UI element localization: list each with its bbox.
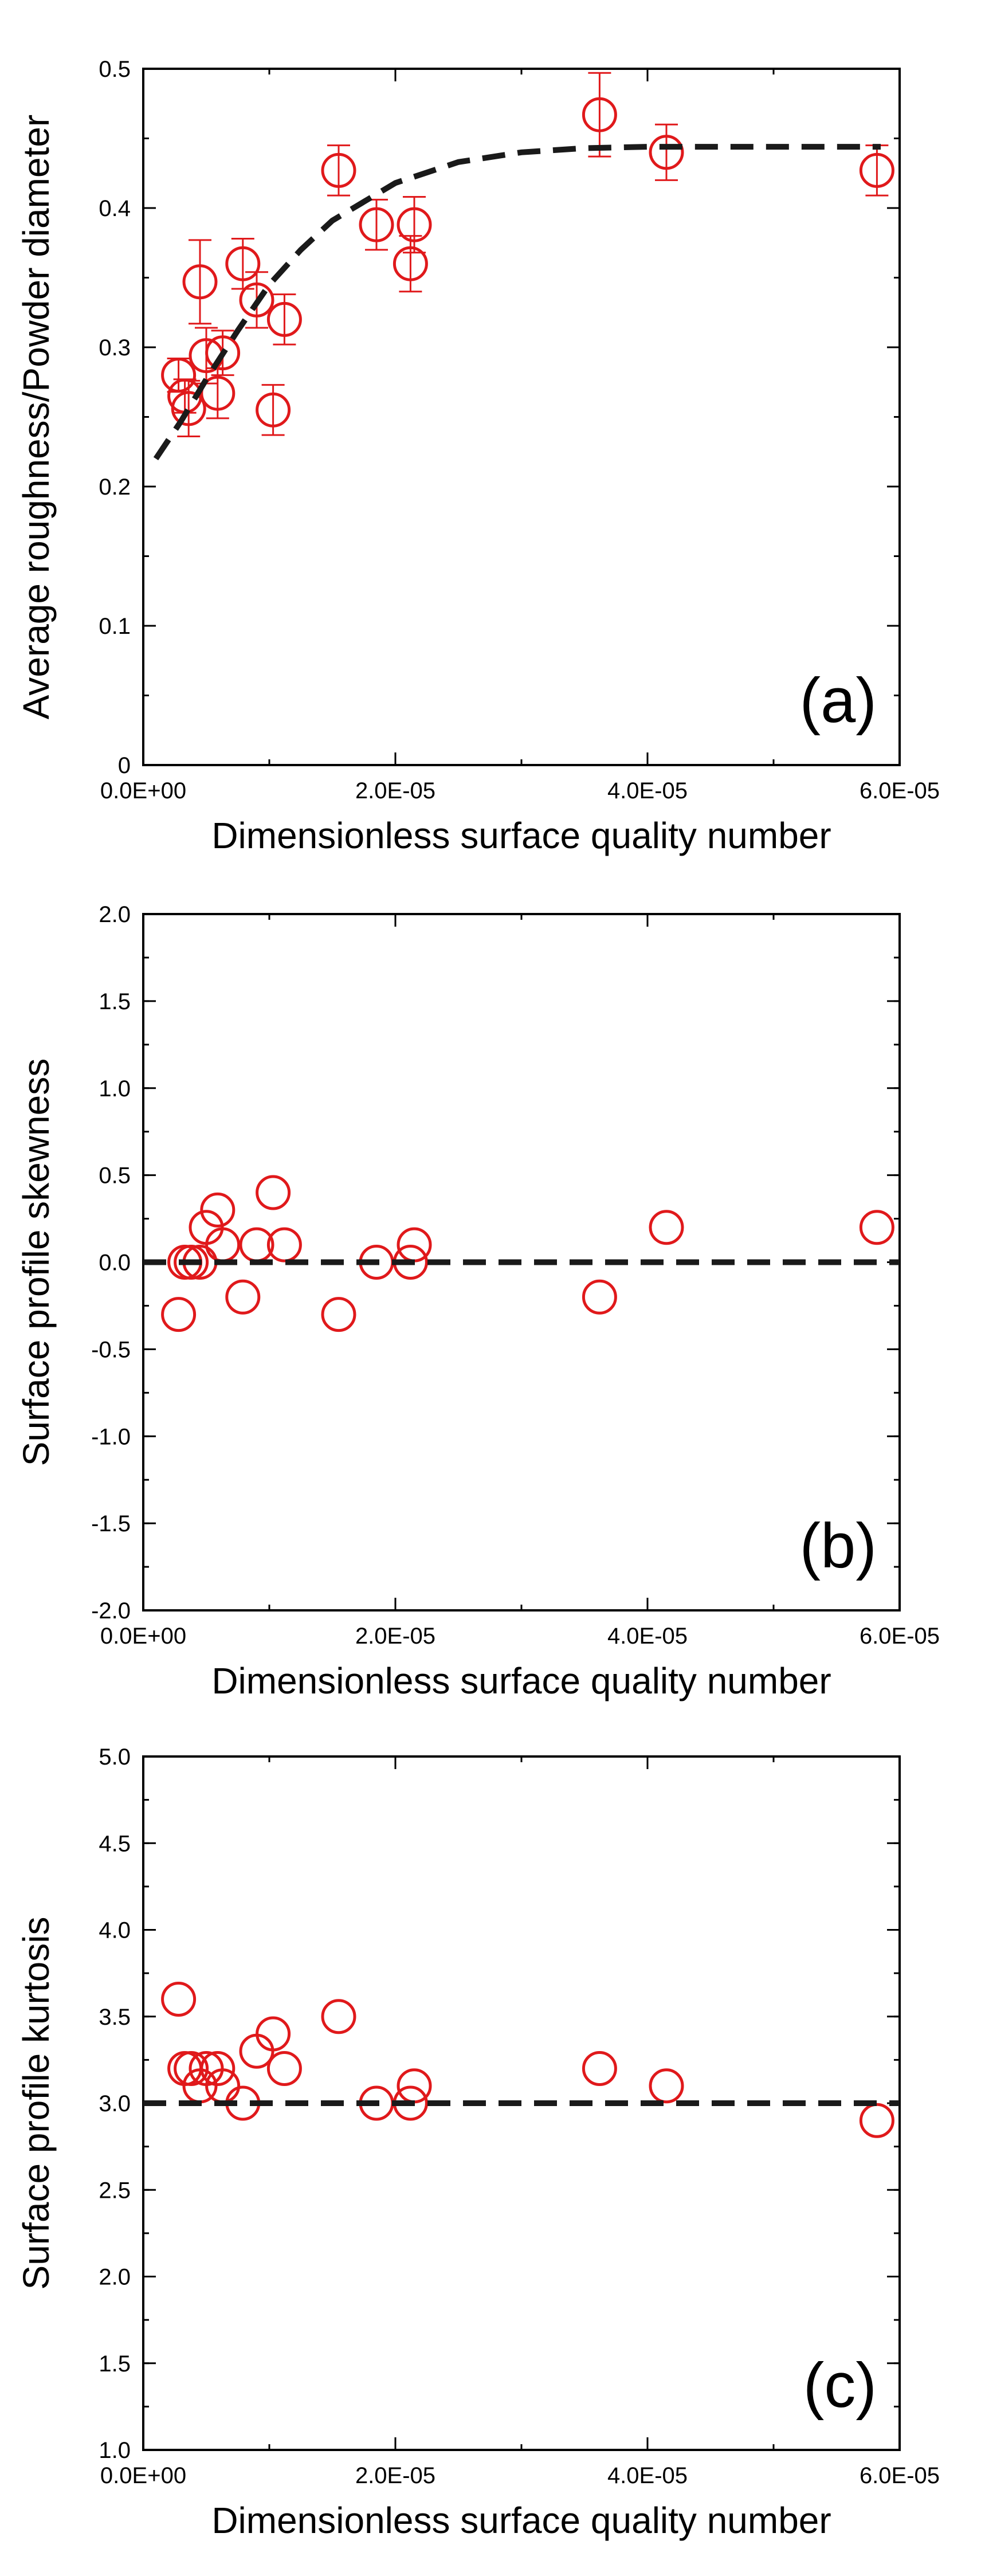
x-tick-label: 4.0E-05: [607, 1624, 688, 1649]
y-tick-label: 0.4: [99, 196, 131, 221]
x-tick-label: 6.0E-05: [860, 2463, 940, 2488]
data-point: [161, 358, 197, 393]
y-tick-label: 4.5: [99, 1831, 131, 1856]
data-point: [649, 135, 684, 170]
data-point: [859, 1210, 894, 1245]
y-tick-label: 0.1: [99, 614, 131, 639]
x-tick-label: 0.0E+00: [100, 2463, 186, 2488]
x-tick-label: 0.0E+00: [100, 778, 186, 803]
y-tick-label: 0.5: [99, 1163, 131, 1189]
data-point: [859, 152, 894, 188]
y-tick-label: 2.5: [99, 2178, 131, 2203]
x-tick-label: 6.0E-05: [860, 1624, 940, 1649]
data-point: [200, 2051, 236, 2086]
chart-panel-b: 0.0E+00 2.0E-05 4.0E-05 6.0E-05 -2.0 -1.5 -1.0…: [15, 902, 940, 1701]
data-point: [256, 1175, 291, 1210]
data-point: [359, 207, 394, 242]
chart-panel-a: 0.0E+00 2.0E-05 4.0E-05 6.0E-05 0 0.1 0.2 0.3 0.…: [15, 57, 940, 856]
data-point: [174, 2051, 209, 2086]
x-tick-label: 6.0E-05: [860, 778, 940, 803]
y-tick-label: 2.0: [99, 902, 131, 927]
data-point: [161, 1297, 197, 1332]
y-axis-title: Surface profile skewness: [15, 1058, 57, 1466]
data-point: [200, 375, 236, 411]
y-tick-label: 1.0: [99, 1076, 131, 1101]
panel-label: (b): [800, 1511, 877, 1581]
data-point: [582, 97, 617, 132]
y-tick-label: 0.2: [99, 475, 131, 500]
data-point: [266, 2051, 302, 2086]
x-tick-label: 2.0E-05: [355, 1624, 435, 1649]
panel-label: (a): [800, 665, 877, 736]
data-point: [161, 1982, 197, 2017]
plot-frame: [142, 68, 901, 766]
data-point: [174, 1245, 209, 1280]
x-tick-label: 2.0E-05: [355, 778, 435, 803]
data-point: [266, 1227, 302, 1262]
data-point: [200, 1192, 236, 1228]
x-axis-title: Dimensionless surface quality number: [211, 815, 831, 856]
data-point: [582, 2051, 617, 2086]
y-tick-label: -1.5: [91, 1511, 131, 1536]
y-tick-label: 0.0: [99, 1250, 131, 1276]
y-tick-label: 3.0: [99, 2091, 131, 2116]
data-point: [393, 246, 428, 281]
x-tick-label: 4.0E-05: [607, 2463, 688, 2488]
x-axis-title: Dimensionless surface quality number: [211, 2500, 831, 2541]
y-tick-label: 0.5: [99, 57, 131, 82]
y-tick-label: 5.0: [99, 1744, 131, 1770]
x-axis-title: Dimensionless surface quality number: [211, 1660, 831, 1701]
y-tick-label: 1.0: [99, 2438, 131, 2463]
fit-curve: [153, 144, 881, 461]
x-tick-label: 2.0E-05: [355, 2463, 435, 2488]
x-tick-label: 0.0E+00: [100, 1624, 186, 1649]
y-tick-label: -2.0: [91, 1598, 131, 1624]
y-tick-label: 0.3: [99, 335, 131, 360]
y-axis-title: Average roughness/Powder diameter: [15, 115, 57, 719]
data-point: [256, 2016, 291, 2052]
y-tick-label: 3.5: [99, 2005, 131, 2030]
data-point: [182, 264, 218, 300]
data-point: [256, 392, 291, 428]
y-tick-label: 1.5: [99, 2351, 131, 2377]
panel-label: (c): [803, 2350, 877, 2421]
y-tick-label: 0: [118, 753, 131, 778]
y-tick-label: 1.5: [99, 989, 131, 1014]
data-point: [582, 1279, 617, 1315]
y-tick-label: -1.0: [91, 1424, 131, 1449]
y-axis-title: Surface profile kurtosis: [15, 1917, 57, 2290]
data-point: [266, 301, 302, 337]
data-point: [321, 1999, 356, 2034]
data-point: [205, 335, 241, 371]
data-point: [859, 2103, 894, 2138]
data-point: [239, 282, 274, 317]
data-point: [321, 1297, 356, 1332]
data-point: [397, 207, 432, 242]
x-tick-label: 4.0E-05: [607, 778, 688, 803]
data-point: [321, 152, 356, 188]
data-point: [649, 2068, 684, 2104]
data-point: [225, 246, 261, 281]
y-tick-label: -0.5: [91, 1337, 131, 1362]
data-point: [171, 391, 206, 426]
data-point: [225, 1279, 261, 1315]
y-tick-label: 2.0: [99, 2265, 131, 2290]
y-tick-label: 4.0: [99, 1918, 131, 1943]
data-point: [649, 1210, 684, 1245]
chart-panel-c: 0.0E+00 2.0E-05 4.0E-05 6.0E-05 1.0 1.5 2.0 2.5…: [15, 1744, 940, 2541]
